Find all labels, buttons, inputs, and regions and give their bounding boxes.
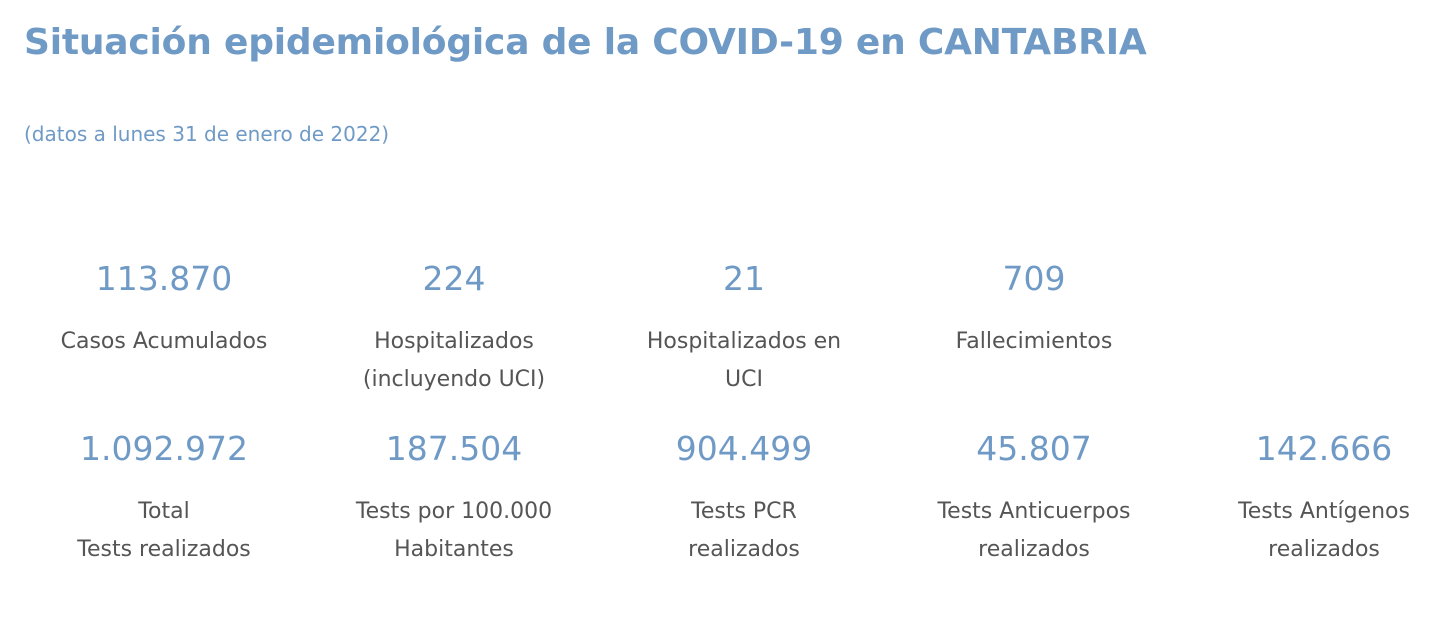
stat-total-tests: 1.092.972 Total Tests realizados bbox=[24, 429, 304, 569]
stat-value: 1.092.972 bbox=[80, 429, 248, 468]
stat-tests-pcr: 904.499 Tests PCR realizados bbox=[604, 429, 884, 569]
stat-fallecimientos: 709 Fallecimientos bbox=[894, 259, 1174, 361]
stat-value: 21 bbox=[723, 259, 765, 298]
stat-value: 224 bbox=[422, 259, 486, 298]
stat-hospitalizados-uci: 21 Hospitalizados en UCI bbox=[604, 259, 884, 399]
stat-value: 142.666 bbox=[1255, 429, 1393, 468]
stat-tests-antigenos: 142.666 Tests Antígenos realizados bbox=[1184, 429, 1442, 569]
stat-tests-por-habitantes: 187.504 Tests por 100.000 Habitantes bbox=[314, 429, 594, 569]
page-title: Situación epidemiológica de la COVID-19 … bbox=[24, 22, 1147, 63]
stat-label: Fallecimientos bbox=[955, 329, 1113, 354]
stat-label: Tests PCR realizados bbox=[688, 499, 800, 562]
stat-label: Tests Antígenos realizados bbox=[1238, 499, 1410, 562]
stat-tests-anticuerpos: 45.807 Tests Anticuerpos realizados bbox=[894, 429, 1174, 569]
stat-label: Tests Anticuerpos realizados bbox=[937, 499, 1131, 562]
stat-value: 45.807 bbox=[976, 429, 1092, 468]
stat-value: 709 bbox=[1002, 259, 1066, 298]
stat-label: Tests por 100.000 Habitantes bbox=[355, 499, 553, 562]
stat-label: Total Tests realizados bbox=[77, 499, 251, 562]
stat-label: Hospitalizados en UCI bbox=[646, 329, 842, 392]
stat-value: 113.870 bbox=[95, 259, 233, 298]
stat-casos-acumulados: 113.870 Casos Acumulados bbox=[24, 259, 304, 361]
page-subtitle: (datos a lunes 31 de enero de 2022) bbox=[24, 122, 390, 146]
stat-value: 187.504 bbox=[385, 429, 523, 468]
stat-label: Hospitalizados (incluyendo UCI) bbox=[362, 329, 546, 392]
stat-hospitalizados: 224 Hospitalizados (incluyendo UCI) bbox=[314, 259, 594, 399]
stat-label: Casos Acumulados bbox=[60, 329, 268, 354]
stat-value: 904.499 bbox=[675, 429, 813, 468]
